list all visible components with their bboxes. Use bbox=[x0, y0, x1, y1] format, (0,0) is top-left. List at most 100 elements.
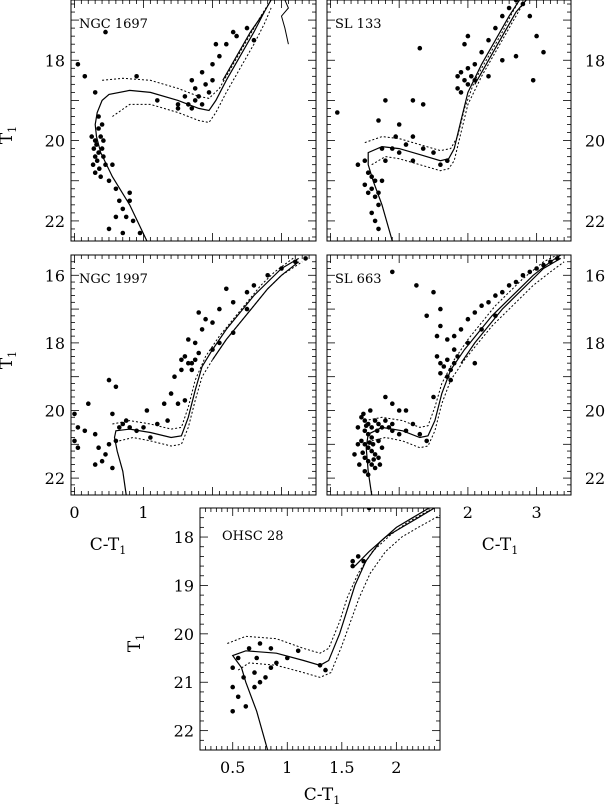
star-point bbox=[210, 62, 215, 67]
isochrone-red-clump bbox=[460, 257, 562, 364]
star-point bbox=[465, 66, 471, 71]
star-point bbox=[541, 49, 546, 55]
star-point bbox=[175, 102, 181, 107]
star-point bbox=[431, 394, 436, 400]
star-point bbox=[196, 310, 201, 315]
star-point bbox=[372, 465, 378, 471]
isochrone-red-clump bbox=[212, 261, 300, 361]
star-point bbox=[206, 90, 212, 95]
x-tick-label: 1 bbox=[138, 503, 148, 522]
star-point bbox=[462, 78, 467, 83]
star-point bbox=[371, 457, 377, 462]
isochrone-upper-envelope bbox=[102, 0, 272, 99]
star-point bbox=[458, 90, 464, 95]
star-point bbox=[120, 230, 126, 236]
star-point bbox=[377, 462, 383, 467]
star-point bbox=[534, 33, 539, 39]
star-point bbox=[465, 340, 471, 346]
star-point bbox=[448, 367, 454, 373]
star-point bbox=[486, 74, 491, 79]
star-point bbox=[230, 330, 236, 336]
star-point bbox=[379, 425, 385, 430]
star-point bbox=[417, 45, 423, 51]
star-point bbox=[110, 465, 115, 471]
star-point bbox=[335, 110, 340, 115]
star-point bbox=[179, 367, 184, 373]
star-point bbox=[246, 646, 252, 651]
panel-title: SL 133 bbox=[335, 17, 381, 32]
x-tick-label: 1 bbox=[282, 758, 292, 777]
star-point bbox=[361, 558, 366, 564]
star-point bbox=[224, 286, 229, 292]
star-point bbox=[431, 289, 436, 295]
isochrone-upper-envelope bbox=[364, 255, 558, 428]
star-point bbox=[393, 134, 399, 139]
star-point bbox=[383, 98, 388, 103]
plot-area bbox=[75, 0, 289, 241]
y-axis-label: T1 bbox=[125, 634, 147, 652]
star-point bbox=[196, 94, 201, 99]
isochrone-lower-envelope bbox=[371, 3, 524, 172]
star-point bbox=[323, 667, 328, 673]
star-point bbox=[376, 455, 381, 461]
star-point bbox=[75, 425, 81, 430]
y-axis-label: T1 bbox=[0, 126, 19, 144]
y-tick-label: 16 bbox=[585, 266, 605, 285]
star-point bbox=[82, 428, 88, 434]
star-point bbox=[94, 142, 99, 147]
star-point bbox=[92, 431, 98, 437]
star-point bbox=[438, 371, 443, 376]
star-point bbox=[424, 313, 430, 319]
star-point bbox=[127, 190, 132, 196]
x-axis-label-text: C-T1 bbox=[304, 785, 340, 807]
star-point bbox=[365, 458, 371, 464]
star-point bbox=[548, 259, 553, 265]
star-point bbox=[217, 340, 222, 346]
star-point bbox=[293, 259, 298, 265]
star-point bbox=[376, 202, 381, 208]
y-tick-label: 18 bbox=[174, 528, 194, 547]
star-point bbox=[541, 262, 546, 268]
star-point bbox=[360, 450, 366, 456]
star-point bbox=[363, 423, 369, 429]
star-point bbox=[265, 273, 271, 278]
star-point bbox=[199, 327, 205, 332]
star-point bbox=[362, 158, 368, 163]
y-tick-label: 18 bbox=[585, 51, 605, 70]
star-point bbox=[472, 310, 478, 315]
x-tick-label: 0 bbox=[69, 503, 79, 522]
star-point bbox=[383, 394, 388, 400]
star-point bbox=[123, 418, 129, 423]
star-point bbox=[417, 431, 423, 437]
isochrone-main-sequence bbox=[367, 0, 521, 241]
star-point bbox=[317, 663, 323, 668]
star-point bbox=[268, 665, 274, 670]
star-point bbox=[386, 425, 392, 430]
star-point bbox=[362, 418, 368, 423]
star-point bbox=[534, 266, 539, 271]
star-point bbox=[168, 391, 174, 396]
y-tick-label: 21 bbox=[174, 673, 194, 692]
star-point bbox=[217, 53, 222, 59]
star-point bbox=[451, 333, 457, 339]
isochrone-agb-branch bbox=[280, 0, 289, 45]
star-point bbox=[352, 452, 357, 457]
star-point bbox=[257, 679, 263, 685]
star-point bbox=[438, 360, 443, 366]
star-point bbox=[472, 62, 478, 67]
y-tick-label: 16 bbox=[45, 266, 65, 285]
star-point bbox=[235, 655, 241, 661]
star-point bbox=[91, 146, 97, 151]
star-point bbox=[500, 13, 505, 19]
star-point bbox=[96, 445, 101, 451]
star-point bbox=[192, 340, 198, 346]
isochrone-lower-envelope bbox=[119, 261, 303, 447]
x-axis-label-text: C-T1 bbox=[482, 535, 518, 557]
star-point bbox=[376, 118, 381, 123]
star-point bbox=[397, 249, 402, 254]
star-point bbox=[179, 357, 184, 363]
star-point bbox=[390, 421, 395, 427]
star-point bbox=[369, 435, 375, 440]
